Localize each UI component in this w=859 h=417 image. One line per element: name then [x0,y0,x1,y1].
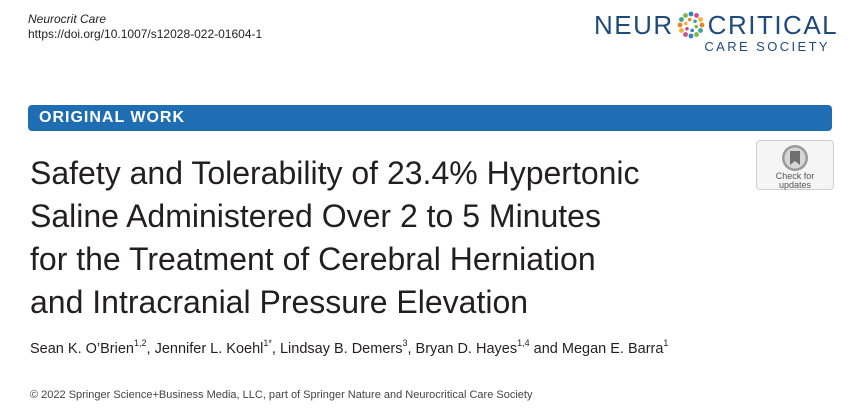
author-affiliation: 1,2 [133,338,147,348]
title-line: and Intracranial Pressure Elevation [30,284,529,320]
author-name[interactable]: Lindsay B. Demers [279,341,403,357]
author-affiliation: 3 [402,338,408,348]
author-separator: and [529,341,562,357]
logo-wordmark: NEUR CRITICAL [594,10,838,40]
title-line: Saline Administered Over 2 to 5 Minutes [30,198,601,234]
author-name[interactable]: Bryan D. Hayes [415,341,518,357]
author-name[interactable]: Megan E. Barra [561,341,664,357]
author-affiliation: 1 [663,338,669,348]
article-type-label: ORIGINAL WORK [39,109,186,126]
logo-word-left: NEUR [594,10,674,40]
title-line: for the Treatment of Cerebral Herniation [30,241,596,277]
badge-text-line2: updates [778,180,812,190]
journal-name: Neurocrit Care [28,12,107,26]
author-affiliation: 1* [263,338,272,348]
author-separator: , [271,341,280,357]
author-affiliation: 1,4 [517,338,530,348]
title-line: Safety and Tolerability of 23.4% Hyperto… [30,155,640,191]
doi-link[interactable]: https://doi.org/10.1007/s12028-022-01604… [28,27,263,41]
author-name[interactable]: Sean K. O’Brien [30,341,134,357]
badge-text-line1: Check for [775,171,815,181]
author-separator: , [407,341,416,357]
society-logo: NEUR CRITICAL CARE SOCIETY [594,8,837,54]
author-list: Sean K. O’Brien1,2, Jennifer L. Koehl1*,… [30,338,669,358]
copyright-notice: © 2022 Springer Science+Business Media, … [30,389,533,401]
neuron-circle-icon [677,11,705,39]
check-for-updates-badge[interactable]: Check for updates [756,140,834,190]
article-title: Safety and Tolerability of 23.4% Hyperto… [30,152,750,324]
author-name[interactable]: Jennifer L. Koehl [154,341,264,357]
logo-word-right: CRITICAL [707,10,839,40]
check-for-updates-icon [782,145,808,171]
logo-subtitle: CARE SOCIETY [704,39,830,54]
article-type-banner: ORIGINAL WORK [28,105,832,131]
author-separator: , [146,341,155,357]
